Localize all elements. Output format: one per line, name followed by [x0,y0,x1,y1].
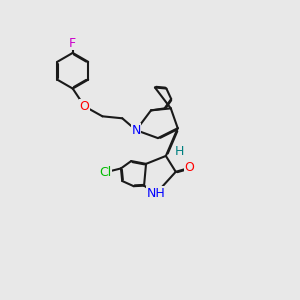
Text: NH: NH [147,187,165,200]
Text: N: N [131,124,141,137]
Text: H: H [175,146,184,158]
Text: F: F [69,37,76,50]
Text: O: O [80,100,89,113]
Text: O: O [185,161,195,174]
Text: Cl: Cl [99,166,111,179]
